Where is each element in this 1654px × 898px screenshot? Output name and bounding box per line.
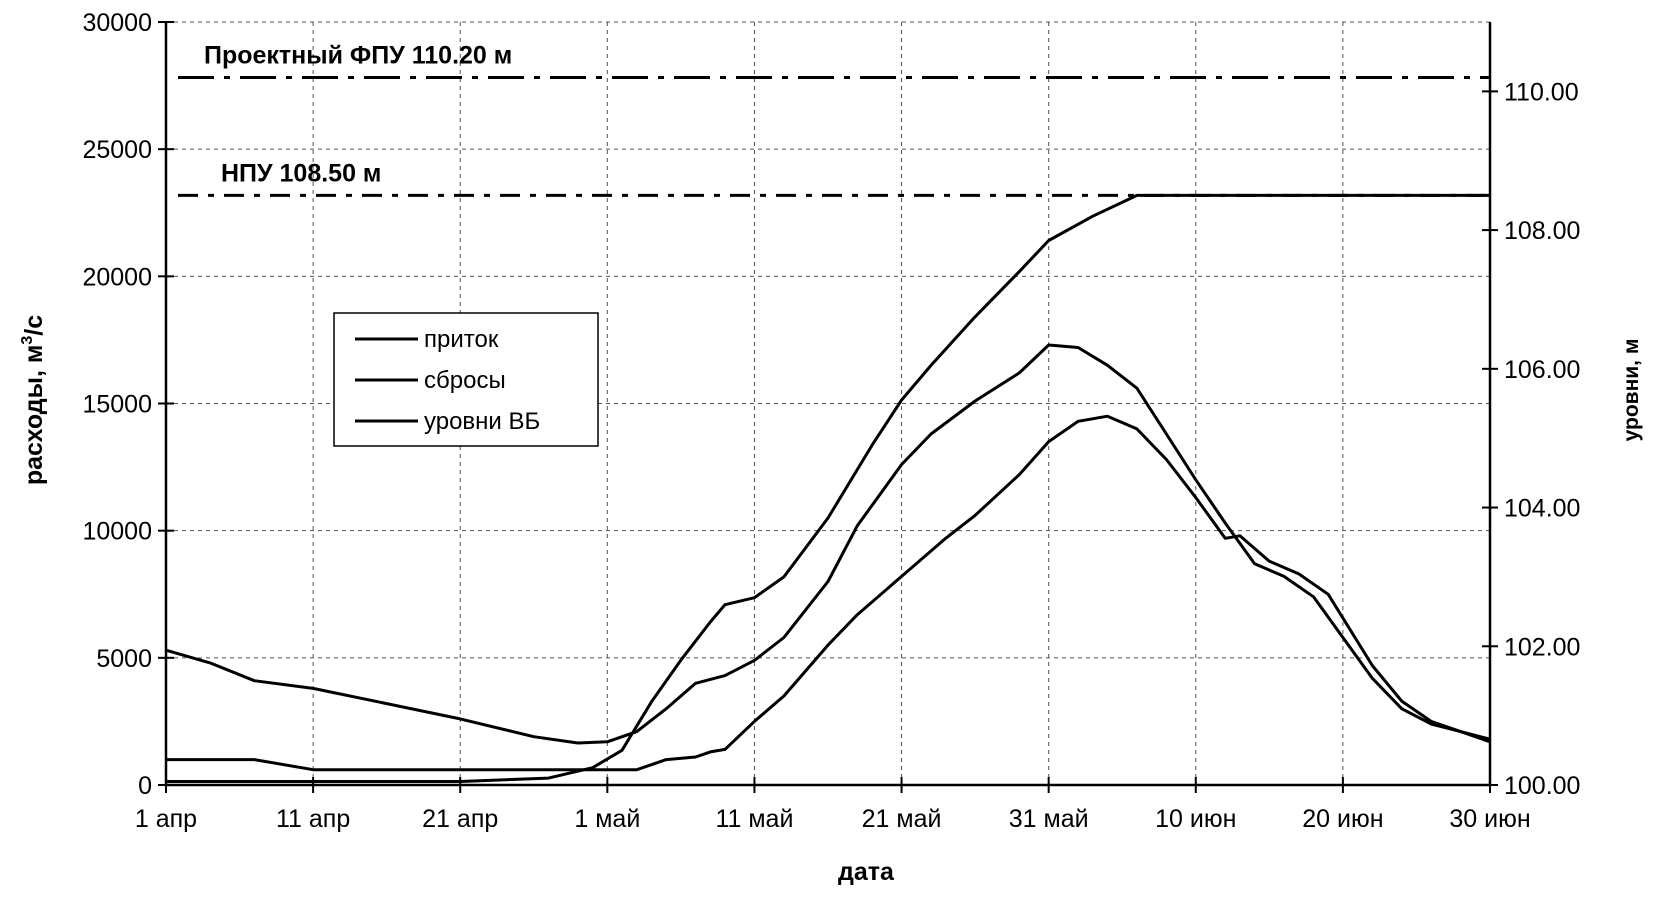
y2-tick-label: 106.00	[1504, 356, 1580, 384]
y-tick-label: 5000	[96, 645, 152, 673]
y-axis-title: расходы, м3/с	[19, 315, 48, 485]
x-tick-label: 21 апр	[422, 805, 498, 833]
y2-tick-label: 102.00	[1504, 633, 1580, 661]
series-line-1	[165, 343, 1491, 745]
series-line-0	[166, 414, 1491, 772]
x-tick-label: 10 июн	[1155, 805, 1236, 833]
y-tick-label: 30000	[82, 9, 152, 37]
x-axis-title: дата	[838, 858, 895, 886]
x-tick-label: 21 май	[862, 805, 942, 833]
y-tick-label: 20000	[82, 263, 152, 291]
x-tick-label: 11 апр	[276, 805, 350, 833]
x-tick-label: 30 июн	[1449, 805, 1530, 833]
y-axis-title-superscript: 3	[19, 336, 36, 345]
x-tick-label: 31 май	[1009, 805, 1089, 833]
y2-tick-label: 110.00	[1504, 78, 1579, 106]
y-axis-title-part-3: /с	[20, 315, 48, 336]
series-group	[165, 193, 1491, 783]
y2-axis-title: уровни, м	[1620, 339, 1643, 442]
x-tick-label: 11 май	[715, 805, 793, 833]
ticks: 0 5000 10000 15000 20000 25000 30000 100.00 102.…	[82, 9, 1580, 833]
reference-line-label: Проектный ФПУ 110.20 м	[204, 41, 512, 69]
reference-line-label: НПУ 108.50 м	[221, 159, 381, 187]
y2-tick-label: 100.00	[1504, 772, 1580, 800]
legend-label-inflow: приток	[424, 326, 499, 353]
legend-label-level: уровни ВБ	[424, 408, 540, 435]
y-axis-title-part-1: расходы, м	[20, 345, 48, 486]
y2-tick-label: 104.00	[1504, 495, 1580, 523]
y2-tick-label: 108.00	[1504, 217, 1580, 245]
x-tick-label: 1 апр	[135, 805, 197, 833]
y-tick-label: 0	[138, 772, 152, 800]
x-tick-label: 20 июн	[1302, 805, 1383, 833]
legend: приток сбросы уровни ВБ	[333, 312, 599, 447]
y-tick-label: 10000	[82, 518, 152, 546]
series-line-2	[166, 193, 1490, 783]
reference-lines: Проектный ФПУ 110.20 м НПУ 108.50 м	[178, 41, 1490, 197]
legend-label-discharge: сбросы	[424, 367, 506, 394]
y-tick-label: 15000	[82, 391, 152, 419]
y-tick-label: 25000	[82, 136, 152, 164]
x-tick-label: 1 май	[574, 805, 640, 833]
